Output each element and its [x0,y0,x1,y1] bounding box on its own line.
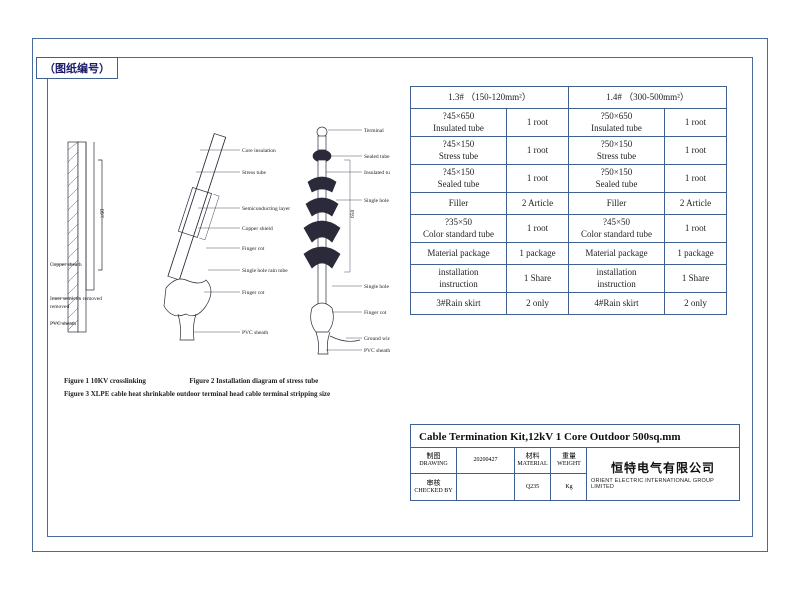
tb-weight-value: Kg [551,474,587,500]
svg-text:removed: removed [50,304,69,310]
tb-checked-label: 审核 CHECKED BY [411,474,457,500]
svg-text:Inner semicon removed: Inner semicon removed [50,296,102,302]
drawing-number-box: （图纸编号） [36,57,118,79]
spec-desc-cell: Filler [569,193,665,215]
company-name-cn: 恒特电气有限公司 [611,459,715,476]
spec-desc-cell: ?45×150Stress tube [411,137,507,165]
tb-material-value: Q235 [515,474,551,500]
spec-qty-cell: 1 root [665,109,727,137]
spec-desc-cell: ?50×650Insulated tube [569,109,665,137]
svg-text:Ground wire: Ground wire [364,336,390,342]
spec-qty-cell: 2 Article [507,193,569,215]
spec-qty-cell: 1 root [507,215,569,243]
spec-qty-cell: 1 Share [507,265,569,293]
spec-qty-cell: 2 only [507,293,569,315]
caption-fig2: Figure 2 Installation diagram of stress … [189,377,318,385]
tb-weight-label: 重量 WEIGHT [551,448,587,474]
spec-header-left: 1.3# （150-120mm²） [411,87,569,109]
svg-text:Single hole rain tube: Single hole rain tube [364,198,390,204]
svg-text:≥60: ≥60 [100,209,106,218]
spec-table: 1.3# （150-120mm²） 1.4# （300-500mm²） ?45×… [410,86,727,315]
spec-qty-cell: 1 root [507,109,569,137]
svg-text:Finger cot: Finger cot [242,246,265,252]
svg-text:Finger cot: Finger cot [242,290,265,296]
spec-desc-cell: Material package [411,243,507,265]
spec-desc-cell: Filler [411,193,507,215]
spec-qty-cell: 2 Article [665,193,727,215]
spec-qty-cell: 1 root [665,165,727,193]
spec-desc-cell: 4#Rain skirt [569,293,665,315]
tb-checked-value [457,474,515,500]
spec-qty-cell: 1 root [665,137,727,165]
tb-drawing-value: 20200427 [457,448,515,474]
svg-text:Semiconducting layer: Semiconducting layer [242,206,290,212]
spec-desc-cell: Material package [569,243,665,265]
caption-fig3: Figure 3 XLPE cable heat shrinkable outd… [64,389,394,400]
svg-text:650: 650 [350,210,356,219]
company-block: 恒特电气有限公司 ORIENT ELECTRIC INTERNATIONAL G… [587,448,739,500]
spec-qty-cell: 1 root [507,165,569,193]
title-block-grid: 制图 DRAWING 20200427 材料 MATERIAL 重量 WEIGH… [411,448,587,500]
spec-desc-cell: ?50×150Sealed tube [569,165,665,193]
spec-desc-cell: ?35×50Color standard tube [411,215,507,243]
spec-desc-cell: installationinstruction [411,265,507,293]
tb-material-label: 材料 MATERIAL [515,448,551,474]
svg-text:Finger cot: Finger cot [364,310,387,316]
figure-3: 650 Terminal Sealed tube Insulated tube [304,127,390,354]
svg-text:Stress tube: Stress tube [242,170,267,176]
spec-desc-cell: ?45×150Sealed tube [411,165,507,193]
caption-fig1: Figure 1 10KV crosslinking [64,377,146,385]
svg-text:Copper sheath: Copper sheath [50,262,82,268]
company-name-en: ORIENT ELECTRIC INTERNATIONAL GROUP LIMI… [591,478,735,490]
svg-text:Copper shield: Copper shield [242,226,273,232]
svg-text:Single hole rain tube: Single hole rain tube [364,284,390,290]
spec-qty-cell: 1 root [665,215,727,243]
spec-desc-cell: ?45×650Insulated tube [411,109,507,137]
title-block: Cable Termination Kit,12kV 1 Core Outdoo… [410,424,740,501]
figure-2: Core insulation Stress tube Semiconducti… [164,132,290,340]
spec-desc-cell: installationinstruction [569,265,665,293]
spec-desc-cell: 3#Rain skirt [411,293,507,315]
drawing-title: Cable Termination Kit,12kV 1 Core Outdoo… [411,425,739,448]
figure-1: ≥60 [68,142,106,332]
tb-drawing-label: 制图 DRAWING [411,448,457,474]
svg-text:Sealed tube: Sealed tube [364,154,390,160]
svg-text:Terminal: Terminal [364,128,384,134]
svg-text:Core insulation: Core insulation [242,148,276,154]
svg-text:PVC sheath: PVC sheath [50,321,76,327]
svg-text:PVC sheath: PVC sheath [364,348,390,354]
spec-qty-cell: 1 package [507,243,569,265]
figure-captions: Figure 1 10KV crosslinking Figure 2 Inst… [64,374,394,399]
spec-header-right: 1.4# （300-500mm²） [569,87,727,109]
svg-text:PVC sheath: PVC sheath [242,330,268,336]
spec-desc-cell: ?50×150Stress tube [569,137,665,165]
spec-qty-cell: 1 Share [665,265,727,293]
spec-desc-cell: ?45×50Color standard tube [569,215,665,243]
svg-text:Insulated tube: Insulated tube [364,170,390,176]
spec-qty-cell: 2 only [665,293,727,315]
svg-text:Single hole rain tube: Single hole rain tube [242,268,288,274]
spec-qty-cell: 1 package [665,243,727,265]
spec-qty-cell: 1 root [507,137,569,165]
